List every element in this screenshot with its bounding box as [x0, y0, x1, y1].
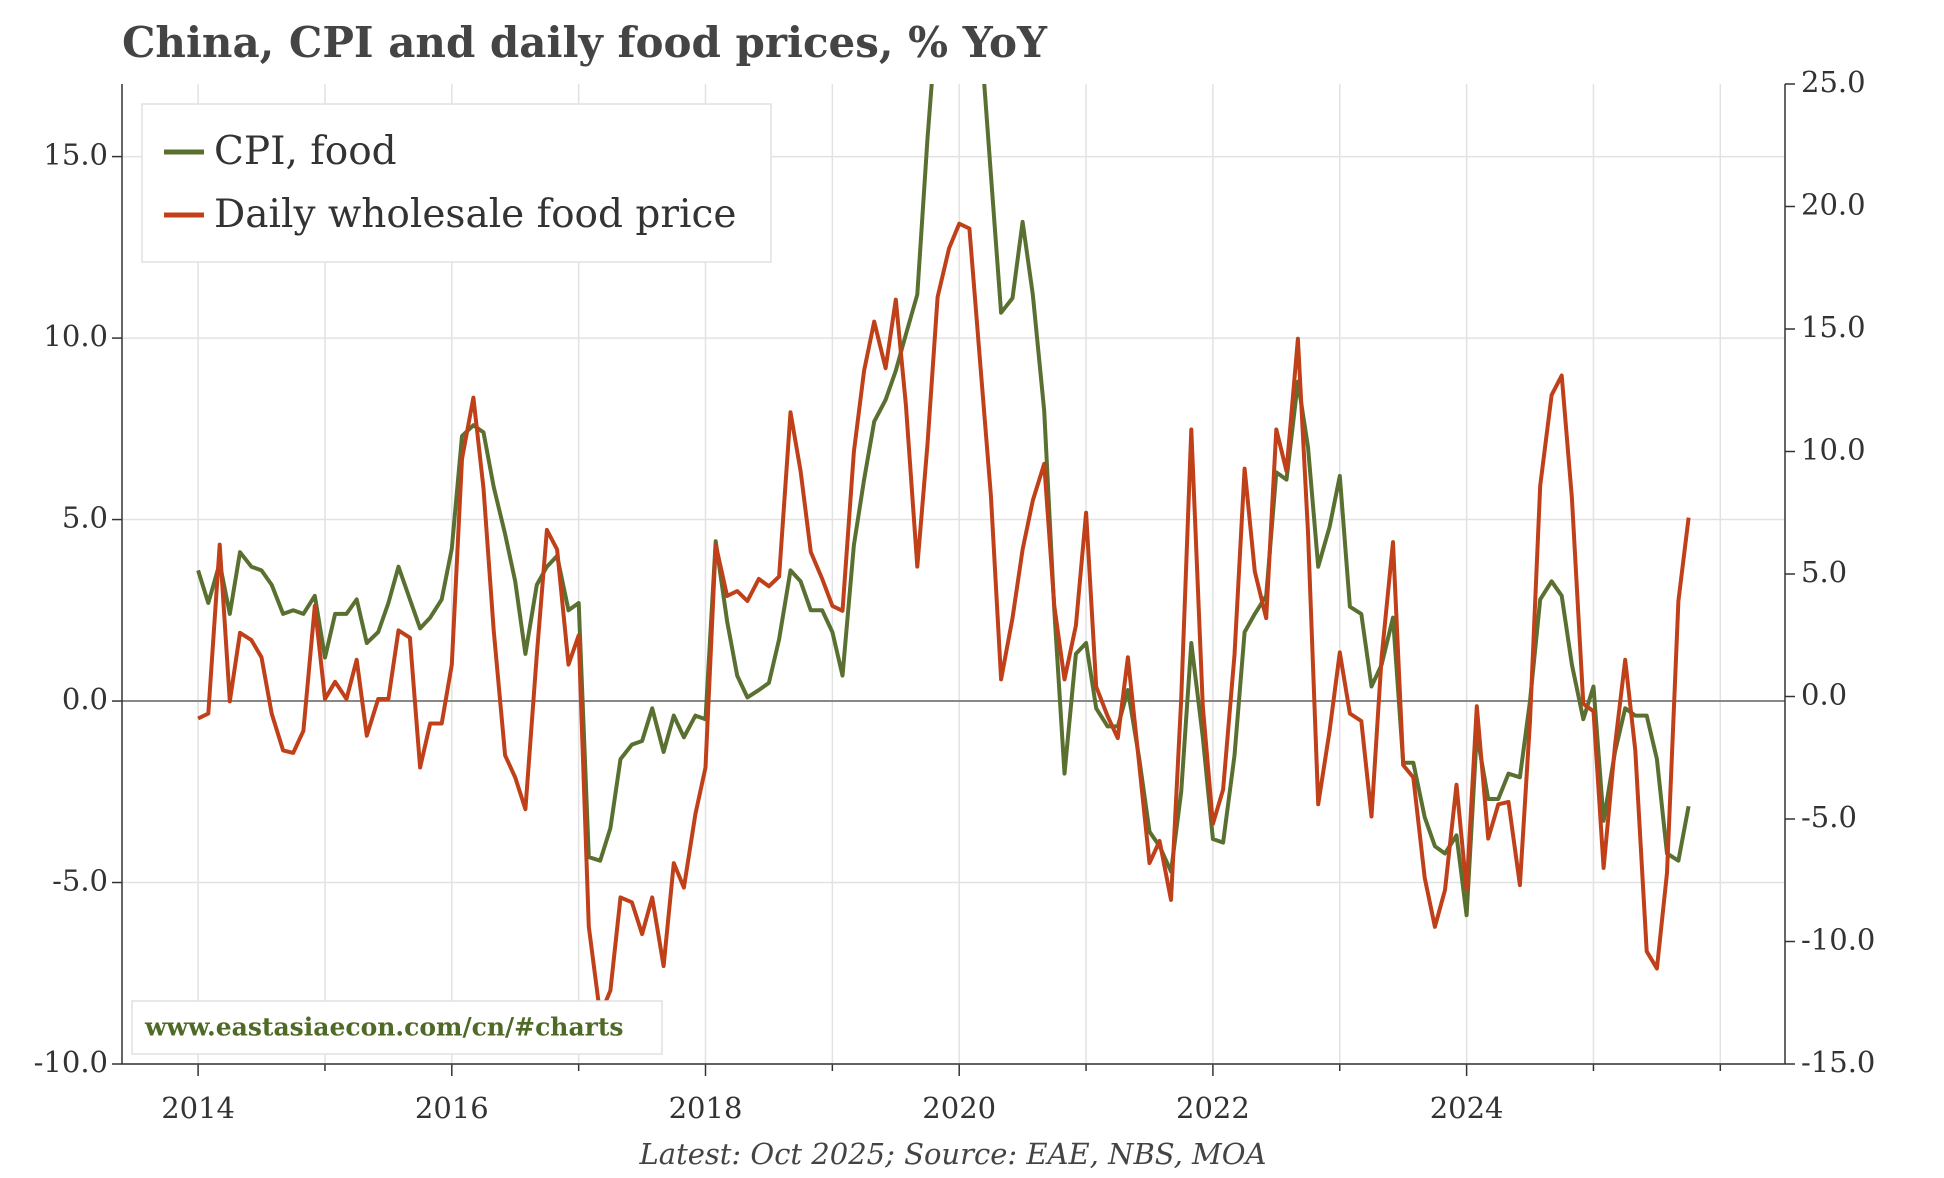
legend-box	[141, 103, 772, 263]
y2-tick-label: 5.0	[1801, 555, 1847, 589]
y2-tick-label: 20.0	[1801, 188, 1866, 222]
y2-tick-label: 10.0	[1801, 433, 1866, 467]
watermark: www.eastasiaecon.com/cn/#charts	[144, 1013, 623, 1042]
y2-tick-label: 25.0	[1801, 65, 1866, 99]
y-tick-label: -5.0	[52, 864, 108, 898]
x-tick-label: 2020	[922, 1091, 996, 1125]
y2-tick-label: -5.0	[1801, 800, 1857, 834]
x-tick-label: 2024	[1430, 1091, 1504, 1125]
x-tick-label: 2014	[161, 1091, 235, 1125]
plot-area	[196, 84, 1691, 1017]
chart-title: China, CPI and daily food prices, % YoY	[122, 18, 1048, 67]
y2-tick-label: -10.0	[1801, 923, 1875, 957]
data-line	[197, 221, 1691, 1017]
y-tick-label: -10.0	[34, 1045, 108, 1079]
footnote: Latest: Oct 2025; Source: EAE, NBS, MOA	[639, 1137, 1267, 1171]
data-line	[196, 84, 1691, 918]
y2-tick-label: -15.0	[1801, 1045, 1875, 1079]
y2-tick-label: 0.0	[1801, 678, 1847, 712]
y-tick-label: 10.0	[43, 319, 108, 353]
x-tick-label: 2022	[1176, 1091, 1250, 1125]
y-tick-label: 15.0	[43, 138, 108, 172]
x-tick-label: 2018	[669, 1091, 743, 1125]
y-tick-label: 5.0	[62, 501, 108, 535]
legend-label: CPI, food	[214, 129, 397, 174]
legend-label: Daily wholesale food price	[214, 192, 736, 237]
watermark-box	[131, 1000, 663, 1055]
x-tick-label: 2016	[415, 1091, 489, 1125]
y-tick-label: 0.0	[62, 682, 108, 716]
y2-tick-label: 15.0	[1801, 310, 1866, 344]
